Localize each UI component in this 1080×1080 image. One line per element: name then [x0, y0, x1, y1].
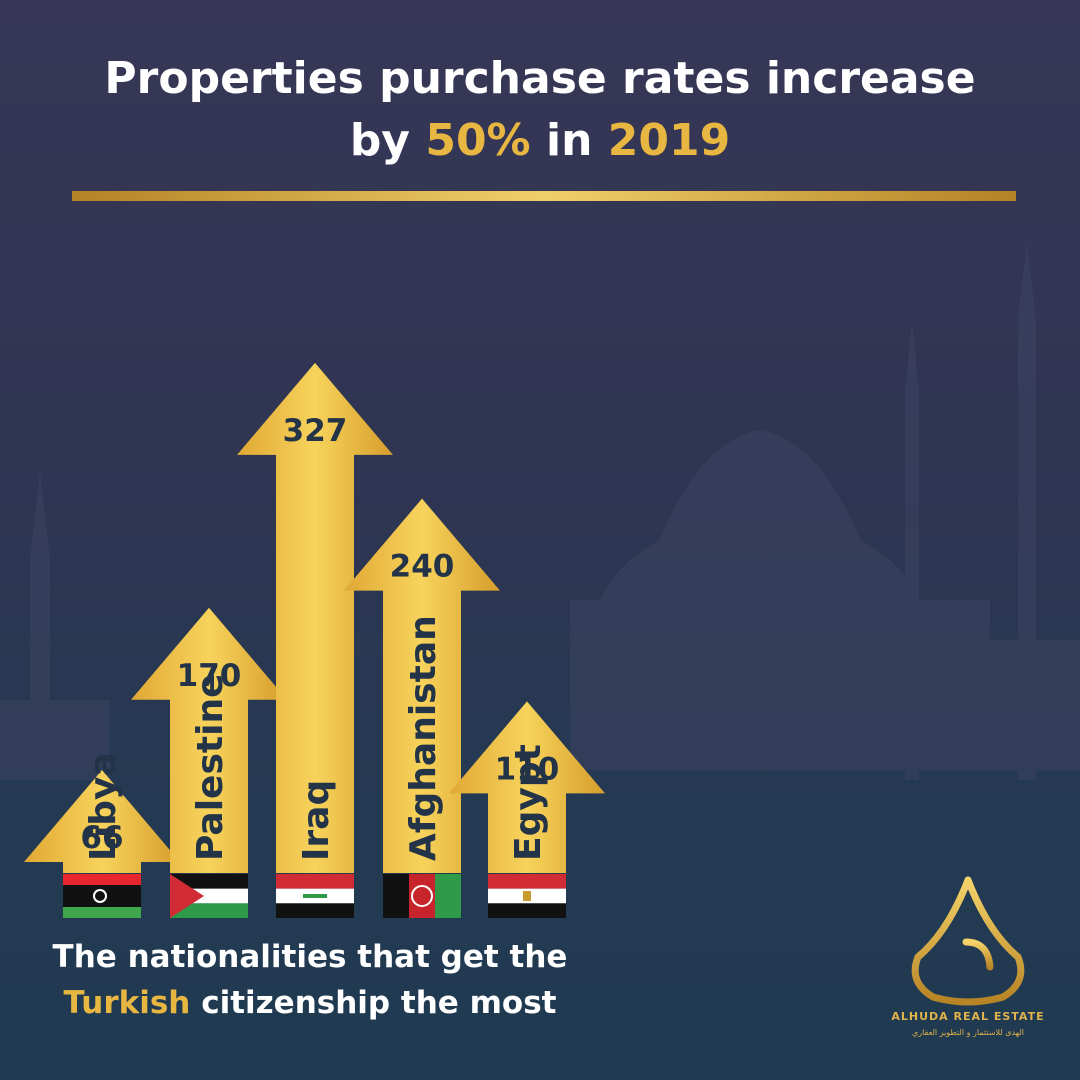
value-label-afghanistan: 240: [390, 549, 455, 585]
bar-arrow-iraq: [237, 362, 393, 873]
brand-block: ALHUDA REAL ESTATE الهدى للاستثمار و الت…: [878, 872, 1058, 1062]
egypt-flag-icon: [488, 874, 566, 918]
caption-rest: citizenship the most: [201, 985, 557, 1021]
bar-arrow-libya: [24, 770, 180, 873]
afghanistan-flag-icon: [383, 874, 461, 918]
iraq-flag-icon: [276, 874, 354, 918]
headline-middle: in: [545, 115, 593, 166]
caption-line1: The nationalities that get the: [52, 939, 568, 975]
headline-percent: 50%: [425, 115, 531, 166]
headline-prefix: by: [349, 115, 410, 166]
category-label-egypt: Egypt: [508, 744, 549, 861]
bar-arrow-palestine: [131, 607, 287, 873]
value-label-iraq: 327: [283, 413, 348, 449]
caption-line2: Turkish citizenship the most: [40, 980, 580, 1026]
category-label-palestine: Palestine: [190, 674, 231, 862]
palestine-flag-icon: [170, 874, 248, 918]
bar-arrow-egypt: [449, 701, 605, 873]
category-label-iraq: Iraq: [296, 780, 337, 861]
value-label-palestine: 170: [177, 658, 242, 694]
headline-line2: by 50% in 2019: [40, 110, 1040, 172]
headline-line1: Properties purchase rates increase: [104, 53, 976, 104]
value-label-egypt: 110: [495, 751, 560, 787]
libya-flag-icon: [63, 874, 141, 918]
chart-caption: The nationalities that get the Turkish c…: [40, 934, 580, 1026]
category-label-afghanistan: Afghanistan: [403, 615, 444, 861]
gold-divider: [72, 191, 1016, 201]
brand-tagline: الهدى للاستثمار و التطوير العقاري: [911, 1028, 1025, 1037]
headline: Properties purchase rates increase by 50…: [40, 48, 1040, 172]
brand-logo-icon: [911, 876, 1025, 1006]
brand-name: ALHUDA REAL ESTATE: [891, 1010, 1045, 1023]
headline-year: 2019: [607, 115, 731, 166]
category-label-libya: Libya: [83, 752, 124, 861]
value-label-libya: 66: [80, 820, 123, 856]
caption-highlight: Turkish: [63, 985, 191, 1021]
